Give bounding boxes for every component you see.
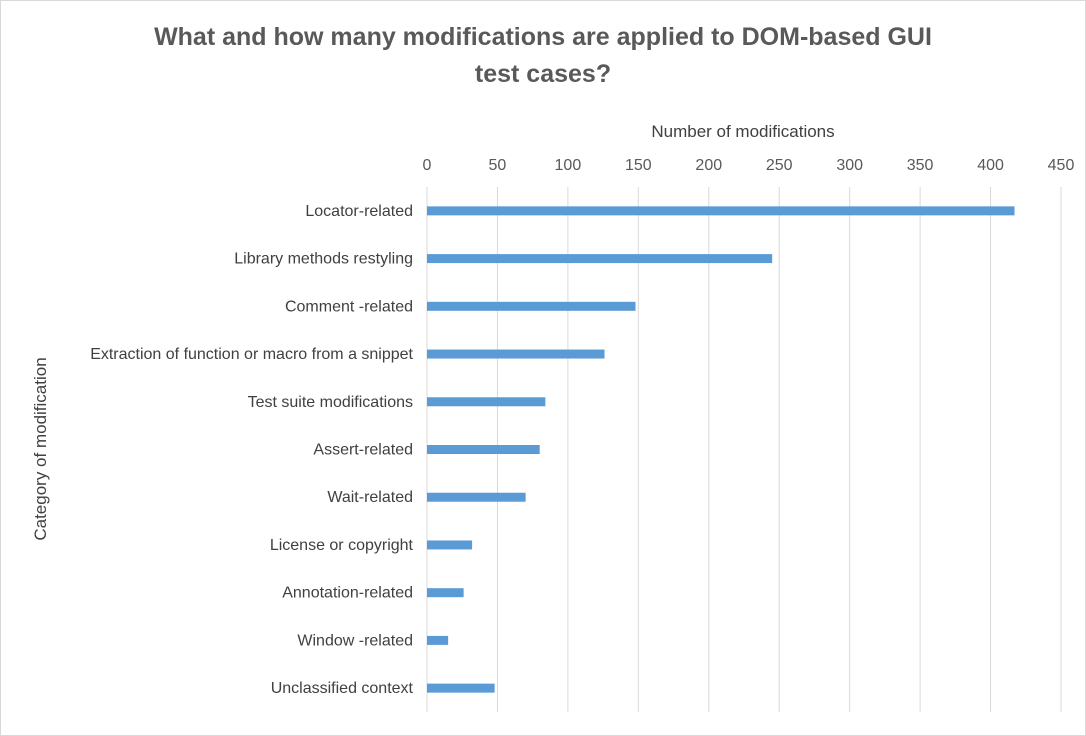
x-tick-label: 250 <box>766 157 793 174</box>
bar <box>427 540 473 550</box>
x-tick-label: 0 <box>423 157 432 174</box>
category-label: License or copyright <box>270 537 414 554</box>
bar <box>427 206 1015 216</box>
bar <box>427 683 495 693</box>
bar <box>427 301 636 311</box>
bar <box>427 445 540 454</box>
category-label: Unclassified context <box>271 680 414 697</box>
category-label: Locator-related <box>305 203 413 220</box>
x-tick-label: 400 <box>977 157 1004 174</box>
x-tick-label: 100 <box>555 157 582 174</box>
bar <box>427 492 526 502</box>
x-axis-title: Number of modifications <box>651 122 834 141</box>
category-labels: Locator-related Library methods restyling… <box>90 203 413 697</box>
category-label: Test suite modifications <box>248 394 413 411</box>
chart-title: What and how many modifications are appl… <box>154 23 932 88</box>
category-label: Library methods restyling <box>234 251 413 268</box>
bar <box>427 588 464 598</box>
bar <box>427 254 773 264</box>
bar <box>427 349 605 359</box>
x-tick-label: 450 <box>1048 157 1075 174</box>
category-label: Assert-related <box>313 442 413 459</box>
bar <box>427 397 546 407</box>
bars <box>427 206 1015 693</box>
bar <box>427 635 449 645</box>
category-label: Window -related <box>297 632 413 649</box>
gridlines <box>426 187 1062 712</box>
x-tick-labels: 0 50 100 150 200 250 300 350 400 450 <box>423 157 1075 174</box>
x-tick-label: 50 <box>489 157 507 174</box>
category-label: Annotation-related <box>282 585 413 602</box>
x-tick-label: 300 <box>836 157 863 174</box>
chart-title-line-1: What and how many modifications are appl… <box>154 23 932 51</box>
category-label: Comment -related <box>285 298 413 315</box>
x-tick-label: 200 <box>695 157 722 174</box>
x-tick-label: 150 <box>625 157 652 174</box>
y-axis-title: Category of modification <box>31 357 50 540</box>
x-tick-label: 350 <box>907 157 934 174</box>
category-label: Extraction of function or macro from a s… <box>90 346 413 363</box>
category-label: Wait-related <box>327 489 413 506</box>
chart-title-line-2: test cases? <box>475 60 611 88</box>
